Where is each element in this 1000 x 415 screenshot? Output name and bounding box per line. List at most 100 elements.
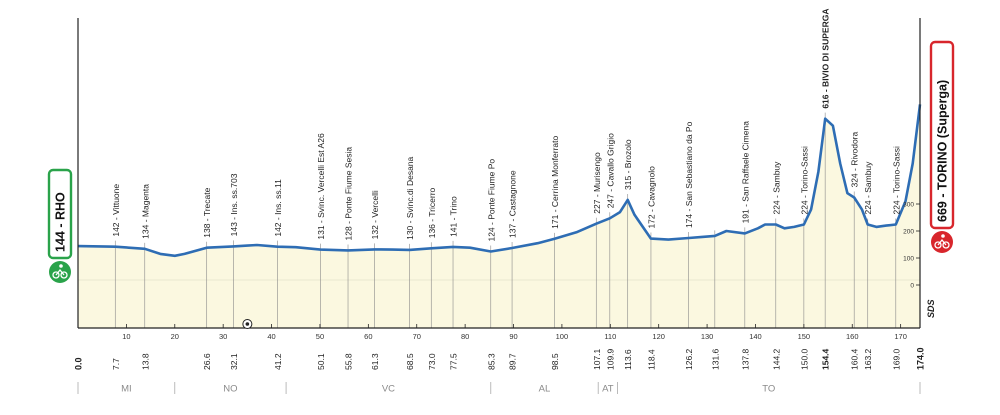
x-tick-label-160: 160	[846, 332, 859, 341]
waypoint-label-12: 137 - Castagnone	[508, 170, 518, 238]
x-tick-label-150: 150	[798, 332, 811, 341]
y-tick-label-0: 0	[910, 283, 914, 290]
guide-layer	[114, 112, 897, 328]
y-tick-label-200: 200	[903, 229, 914, 236]
waypoint-km-1: 13.8	[140, 353, 150, 370]
waypoint-km-13: 98.5	[550, 353, 560, 370]
start-cyclist-icon	[49, 261, 71, 283]
waypoint-km-2: 26.6	[202, 353, 212, 370]
start-cyclist-icon-wheel-a	[52, 271, 60, 279]
finish-cyclist-icon-head	[941, 234, 945, 238]
waypoint-km-20: 137.8	[740, 348, 750, 370]
start-cyclist-icon-wheel-b	[60, 271, 68, 279]
y-tick-label-300: 300	[903, 202, 914, 209]
y-tick-label-100: 100	[903, 256, 914, 263]
waypoint-label-17: 172 - Cavagnolo	[646, 166, 656, 229]
finish-badge: 669 - TORINO (Superga)	[929, 40, 955, 253]
axis-layer: 10 20 30 40 50 60 70 80 90 100 110 120 130 140 150 160 1…	[77, 18, 921, 341]
waypoint-km-16: 113.6	[623, 349, 633, 370]
start-badge-frame	[47, 168, 73, 260]
region-label-5: TO	[762, 384, 775, 395]
waypoint-label-13: 171 - Cerrina Monferrato	[550, 135, 560, 228]
waypoint-km-4: 41.2	[273, 353, 283, 370]
waypoint-km-15: 109.9	[605, 348, 615, 370]
profile-area-fill	[78, 104, 920, 281]
waypoint-km-25: 163.2	[863, 348, 873, 370]
waypoint-label-23: 616 - BIVIO DI SUPERGA	[821, 9, 831, 109]
finish-cyclist-icon-wheel-b	[942, 241, 950, 249]
waypoint-label-11: 124 - Ponte Fiume Po	[486, 159, 496, 242]
waypoint-label-10: 141 - Trino	[449, 196, 459, 237]
waypoint-km-22: 150.0	[799, 348, 809, 370]
waypoint-km-0: 7.7	[111, 358, 121, 370]
waypoint-km-5: 50.1	[316, 353, 326, 370]
x-tick-label-100: 100	[556, 332, 569, 341]
waypoint-label-1: 134 - Magenta	[140, 184, 150, 239]
waypoint-label-18: 174 - San Sebastiano da Po	[684, 121, 694, 228]
waypoint-label-21: 224 - Sambuy	[771, 161, 781, 215]
sprint-target-icon-center	[245, 322, 250, 326]
waypoint-label-22: 224 - Torino-Sassi	[799, 146, 809, 214]
x-tick-label-10: 10	[122, 332, 130, 341]
finish-badge-text: 669 - TORINO (Superga)	[936, 80, 950, 222]
region-label-2: VC	[382, 384, 395, 395]
waypoint-label-20: 191 - San Raffaele Cimena	[740, 121, 750, 224]
waypoint-label-7: 132 - Vercelli	[370, 190, 380, 239]
x-tick-label-130: 130	[701, 332, 714, 341]
finish-cyclist-icon-frame	[937, 238, 947, 246]
waypoint-label-15: 247 - Cavallo Grigio	[605, 133, 615, 208]
waypoint-km-9: 73.0	[427, 353, 437, 370]
x-tick-label-140: 140	[749, 332, 762, 341]
waypoint-km-12: 89.7	[508, 353, 518, 370]
profile-line-layer	[77, 104, 922, 258]
waypoint-km-8: 68.5	[405, 353, 415, 370]
waypoint-label-25: 224 - Sambuy	[863, 161, 873, 215]
waypoint-label-8: 130 - Svinc.di Desana	[405, 156, 415, 239]
finish-badge-frame	[929, 40, 955, 230]
waypoint-label-layer: 7.7 142 - Vittuone 13.8 134 - Magenta 26.6 13…	[74, 9, 937, 370]
waypoint-km-19: 131.6	[710, 348, 720, 370]
region-label-3: AL	[539, 384, 551, 395]
x-tick-label-110: 110	[604, 332, 616, 341]
waypoint-label-26: 224 - Torino-Sassi	[891, 146, 901, 214]
x-tick-label-40: 40	[267, 332, 275, 341]
sds-logo: SDS	[926, 299, 936, 318]
badge-layer: 144 - RHO 669 - TORINO (Superga)	[47, 40, 955, 283]
waypoint-km-17: 118.4	[646, 349, 656, 370]
waypoint-km-18: 126.2	[684, 348, 694, 370]
finish-cyclist-icon-wheel-a	[934, 241, 942, 249]
waypoint-label-0: 142 - Vittuone	[111, 184, 121, 237]
finish-km-label: 174.0	[916, 347, 926, 370]
start-cyclist-icon-frame	[55, 268, 65, 276]
waypoint-km-21: 144.2	[771, 348, 781, 370]
x-tick-label-30: 30	[219, 332, 227, 341]
profile-line	[77, 104, 922, 258]
lower-area-fill	[78, 280, 920, 328]
waypoint-label-24: 324 - Rivodora	[850, 131, 860, 187]
waypoint-km-6: 55.8	[344, 353, 354, 370]
profile-area-layer	[78, 104, 920, 328]
waypoint-label-4: 142 - Ins. ss.11	[273, 179, 283, 237]
region-layer: MI NO VC AL AT TO	[77, 382, 921, 395]
start-badge-text: 144 - RHO	[54, 192, 68, 252]
start-km-label: 0.0	[74, 357, 84, 370]
region-label-1: NO	[223, 384, 237, 395]
finish-cyclist-icon	[931, 231, 953, 253]
waypoint-label-9: 136 - Tricerro	[427, 187, 437, 238]
x-tick-label-80: 80	[461, 332, 469, 341]
region-label-0: MI	[121, 384, 132, 395]
waypoint-label-2: 138 - Trecate	[202, 187, 212, 237]
waypoint-km-24: 160.4	[850, 348, 860, 370]
waypoint-label-5: 131 - Svinc. Vercelli Est A26	[316, 133, 326, 240]
x-tick-label-120: 120	[652, 332, 665, 341]
waypoint-label-14: 227 - Murisengo	[592, 152, 602, 214]
start-cyclist-icon-head	[59, 264, 63, 268]
waypoint-km-3: 32.1	[229, 353, 239, 370]
waypoint-km-7: 61.3	[370, 353, 380, 370]
waypoint-km-10: 77.5	[449, 353, 459, 370]
start-badge: 144 - RHO	[47, 168, 73, 283]
waypoint-km-14: 107.1	[592, 348, 602, 370]
x-tick-label-70: 70	[413, 332, 421, 341]
waypoint-km-26: 169.0	[891, 348, 901, 370]
